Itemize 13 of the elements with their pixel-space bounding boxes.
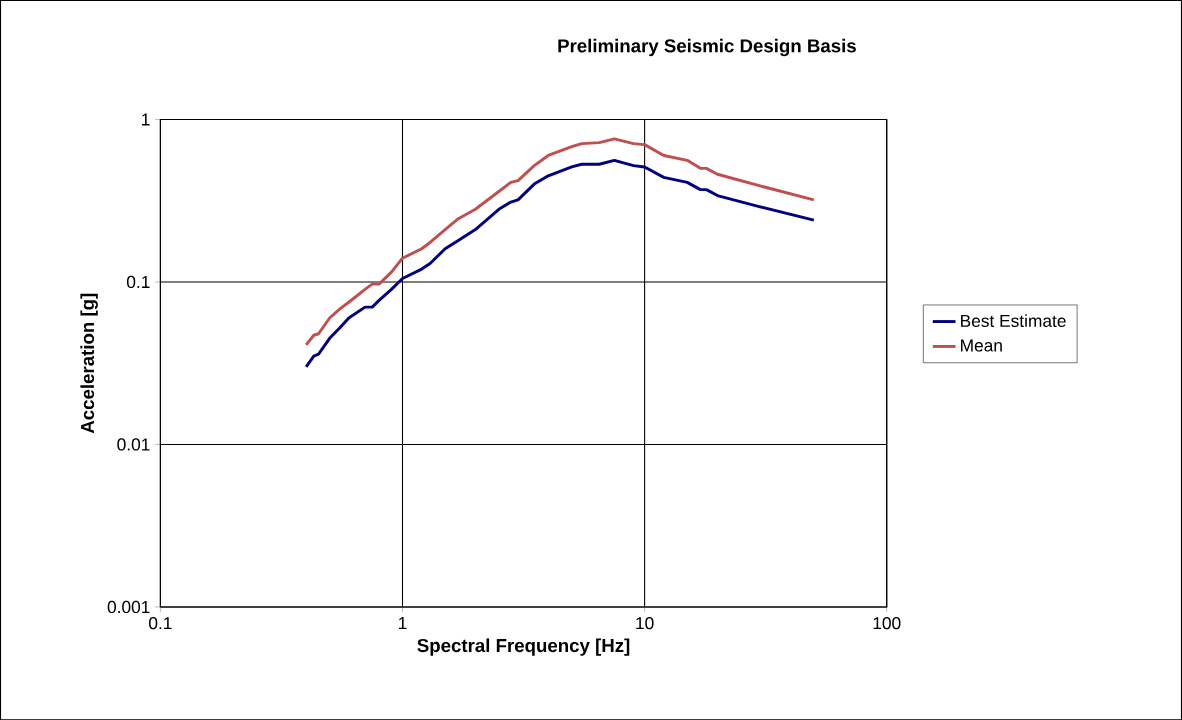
legend-label: Best Estimate (961, 314, 1066, 327)
y-tick-label: 0.01 (117, 438, 150, 451)
x-tick-label: 0.1 (149, 616, 172, 630)
y-tick-label: 1 (142, 113, 150, 126)
chart-title: Preliminary Seismic Design Basis (558, 38, 856, 57)
x-tick-label: 10 (636, 616, 654, 630)
x-axis-title: Spectral Frequency [Hz] (417, 638, 630, 656)
legend-label: Mean (961, 339, 1002, 352)
y-tick-label: 0.001 (107, 600, 150, 613)
x-tick-label: 1 (399, 616, 407, 629)
y-tick-label: 0.1 (126, 275, 150, 288)
y-axis-title: Acceleration [g] (80, 293, 98, 434)
x-tick-label: 100 (873, 616, 901, 630)
